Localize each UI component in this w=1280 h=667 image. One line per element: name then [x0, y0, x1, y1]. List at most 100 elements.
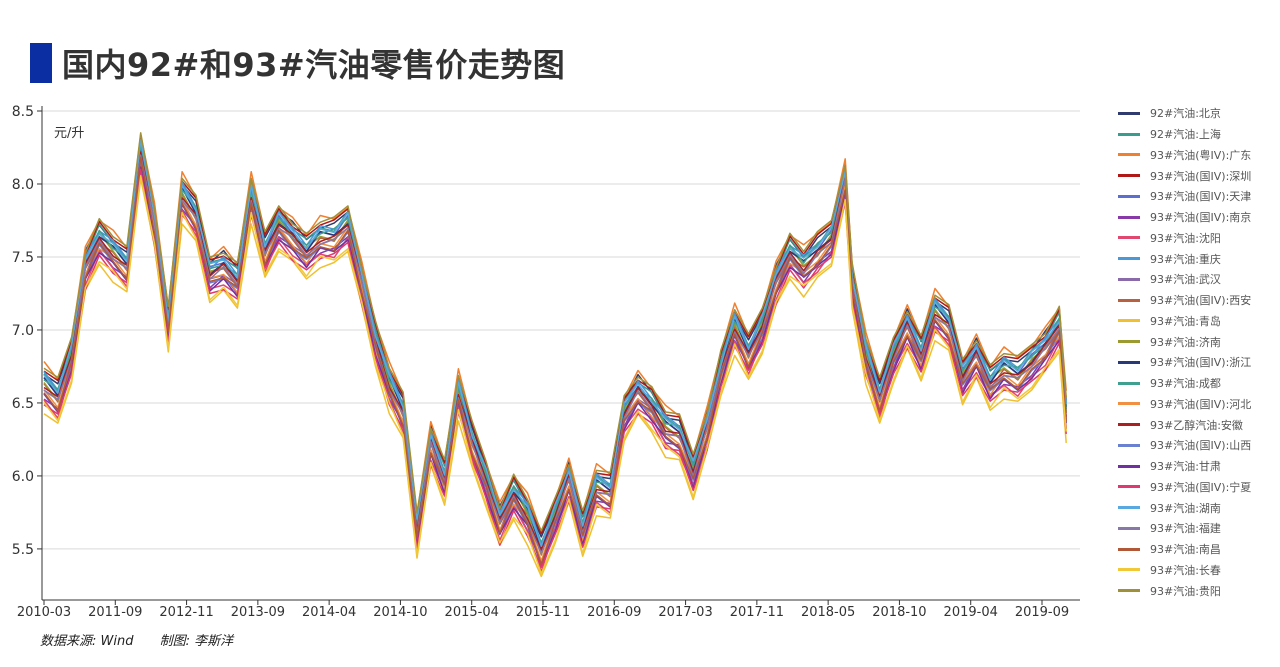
legend-swatch: [1118, 464, 1140, 468]
x-tick-label: 2015-11: [516, 605, 570, 620]
legend-swatch: [1118, 153, 1140, 157]
x-tick-label: 2019-09: [1015, 605, 1069, 620]
legend-label: 93#汽油(粤IV):广东: [1150, 148, 1252, 162]
legend-item[interactable]: 93#汽油:长春: [1118, 560, 1278, 581]
chart-author: 制图: 李斯洋: [159, 634, 234, 649]
y-tick-label: 7.5: [12, 250, 34, 266]
legend-swatch: [1118, 547, 1140, 551]
legend-item[interactable]: 93#汽油:湖南: [1118, 497, 1278, 518]
legend-label: 93#汽油:重庆: [1150, 252, 1221, 266]
legend-item[interactable]: 93#汽油(国IV):山西: [1118, 435, 1278, 456]
legend-item[interactable]: 93#汽油:青岛: [1118, 311, 1278, 332]
legend-label: 93#汽油:武汉: [1150, 273, 1221, 287]
y-tick-label: 7.0: [12, 323, 34, 339]
legend-swatch: [1118, 236, 1140, 240]
legend-item[interactable]: 93#汽油:南昌: [1118, 539, 1278, 560]
x-tick-label: 2017-11: [730, 605, 784, 620]
legend-item[interactable]: 93#汽油:武汉: [1118, 269, 1278, 290]
x-tick-label: 2016-09: [587, 605, 641, 620]
legend-swatch: [1118, 485, 1140, 489]
legend-label: 92#汽油:北京: [1150, 107, 1221, 121]
title-accent-bar: [30, 43, 52, 83]
axis-layer: 5.5 6.0 6.5 7.0 7.5 8.0 8.5 2010-03 2011-09 2012-…: [12, 104, 1080, 620]
x-tick-label: 2014-04: [302, 605, 356, 620]
legend-swatch: [1118, 423, 1140, 427]
legend-label: 93#汽油:湖南: [1150, 501, 1221, 515]
legend-swatch: [1118, 443, 1140, 447]
legend-label: 93#汽油:济南: [1150, 335, 1221, 349]
source-note: 数据来源: Wind 制图: 李斯洋: [40, 630, 255, 649]
legend-item[interactable]: 93#汽油(国IV):浙江: [1118, 352, 1278, 373]
legend-swatch: [1118, 568, 1140, 572]
series-line: [43, 175, 1067, 575]
legend-label: 93#汽油:青岛: [1150, 314, 1221, 328]
y-tick-label: 5.5: [12, 542, 34, 558]
legend-swatch: [1118, 319, 1140, 323]
legend-label: 93#汽油(国IV):南京: [1150, 211, 1252, 225]
legend-label: 93#汽油:甘肃: [1150, 460, 1221, 474]
legend-item[interactable]: 93#汽油:甘肃: [1118, 456, 1278, 477]
legend-swatch: [1118, 340, 1140, 344]
legend-item[interactable]: 93#汽油:成都: [1118, 373, 1278, 394]
legend-item[interactable]: 93#汽油:济南: [1118, 331, 1278, 352]
legend-item[interactable]: 93#汽油(国IV):宁夏: [1118, 477, 1278, 498]
legend-item[interactable]: 92#汽油:北京: [1118, 103, 1278, 124]
series-layer: [43, 132, 1067, 578]
legend-label: 93#汽油(国IV):深圳: [1150, 169, 1252, 183]
title-block: 国内92#和93#汽油零售价走势图: [30, 42, 565, 84]
legend-label: 93#汽油(国IV):西安: [1150, 294, 1252, 308]
y-tick-label: 6.5: [12, 396, 34, 412]
legend-label: 93#汽油:成都: [1150, 377, 1221, 391]
legend-item[interactable]: 93#汽油:沈阳: [1118, 228, 1278, 249]
legend-item[interactable]: 93#汽油(国IV):天津: [1118, 186, 1278, 207]
legend-swatch: [1118, 277, 1140, 281]
legend-item[interactable]: 93#汽油(粤IV):广东: [1118, 145, 1278, 166]
page-title: 国内92#和93#汽油零售价走势图: [62, 46, 566, 84]
legend-item[interactable]: 92#汽油:上海: [1118, 124, 1278, 145]
series-line: [43, 156, 1067, 565]
legend-swatch: [1118, 506, 1140, 510]
legend-swatch: [1118, 111, 1140, 115]
legend-item[interactable]: 93#汽油(国IV):南京: [1118, 207, 1278, 228]
legend-item[interactable]: 93#汽油(国IV):西安: [1118, 290, 1278, 311]
legend-label: 93#汽油:沈阳: [1150, 231, 1221, 245]
series-line: [43, 132, 1067, 532]
legend-label: 93#汽油(国IV):宁夏: [1150, 480, 1252, 494]
legend-swatch: [1118, 174, 1140, 178]
legend-item[interactable]: 93#汽油:重庆: [1118, 248, 1278, 269]
legend-item[interactable]: 93#汽油:福建: [1118, 518, 1278, 539]
x-tick-label: 2019-04: [944, 605, 998, 620]
legend-label: 93#乙醇汽油:安徽: [1150, 418, 1243, 432]
legend-label: 93#汽油(国IV):河北: [1150, 397, 1252, 411]
legend-item[interactable]: 93#乙醇汽油:安徽: [1118, 414, 1278, 435]
series-line: [43, 138, 1067, 548]
legend-item[interactable]: 93#汽油(国IV):河北: [1118, 394, 1278, 415]
legend-swatch: [1118, 526, 1140, 530]
legend-item[interactable]: 93#汽油:贵阳: [1118, 580, 1278, 601]
x-tick-label: 2010-03: [17, 605, 71, 620]
legend-item[interactable]: 93#汽油(国IV):深圳: [1118, 165, 1278, 186]
legend-swatch: [1118, 360, 1140, 364]
series-line: [43, 166, 1067, 566]
y-tick-label: 6.0: [12, 469, 34, 485]
x-tick-label: 2015-04: [445, 605, 499, 620]
series-line: [43, 153, 1067, 562]
legend-label: 93#汽油:长春: [1150, 563, 1221, 577]
x-tick-label: 2018-05: [801, 605, 855, 620]
legend-swatch: [1118, 132, 1140, 136]
legend: 92#汽油:北京 92#汽油:上海 93#汽油(粤IV):广东 93#汽油(国IV):…: [1118, 103, 1278, 601]
legend-label: 93#汽油(国IV):山西: [1150, 439, 1252, 453]
x-tick-label: 2012-11: [159, 605, 213, 620]
x-tick-label: 2013-09: [231, 605, 285, 620]
legend-swatch: [1118, 257, 1140, 261]
grid-layer: [42, 110, 1080, 550]
legend-swatch: [1118, 215, 1140, 219]
x-tick-label: 2017-03: [658, 605, 712, 620]
series-line: [43, 135, 1067, 535]
series-line: [43, 151, 1067, 551]
legend-label: 93#汽油(国IV):天津: [1150, 190, 1252, 204]
x-tick-label: 2018-10: [872, 605, 926, 620]
legend-swatch: [1118, 194, 1140, 198]
legend-label: 93#汽油(国IV):浙江: [1150, 356, 1252, 370]
